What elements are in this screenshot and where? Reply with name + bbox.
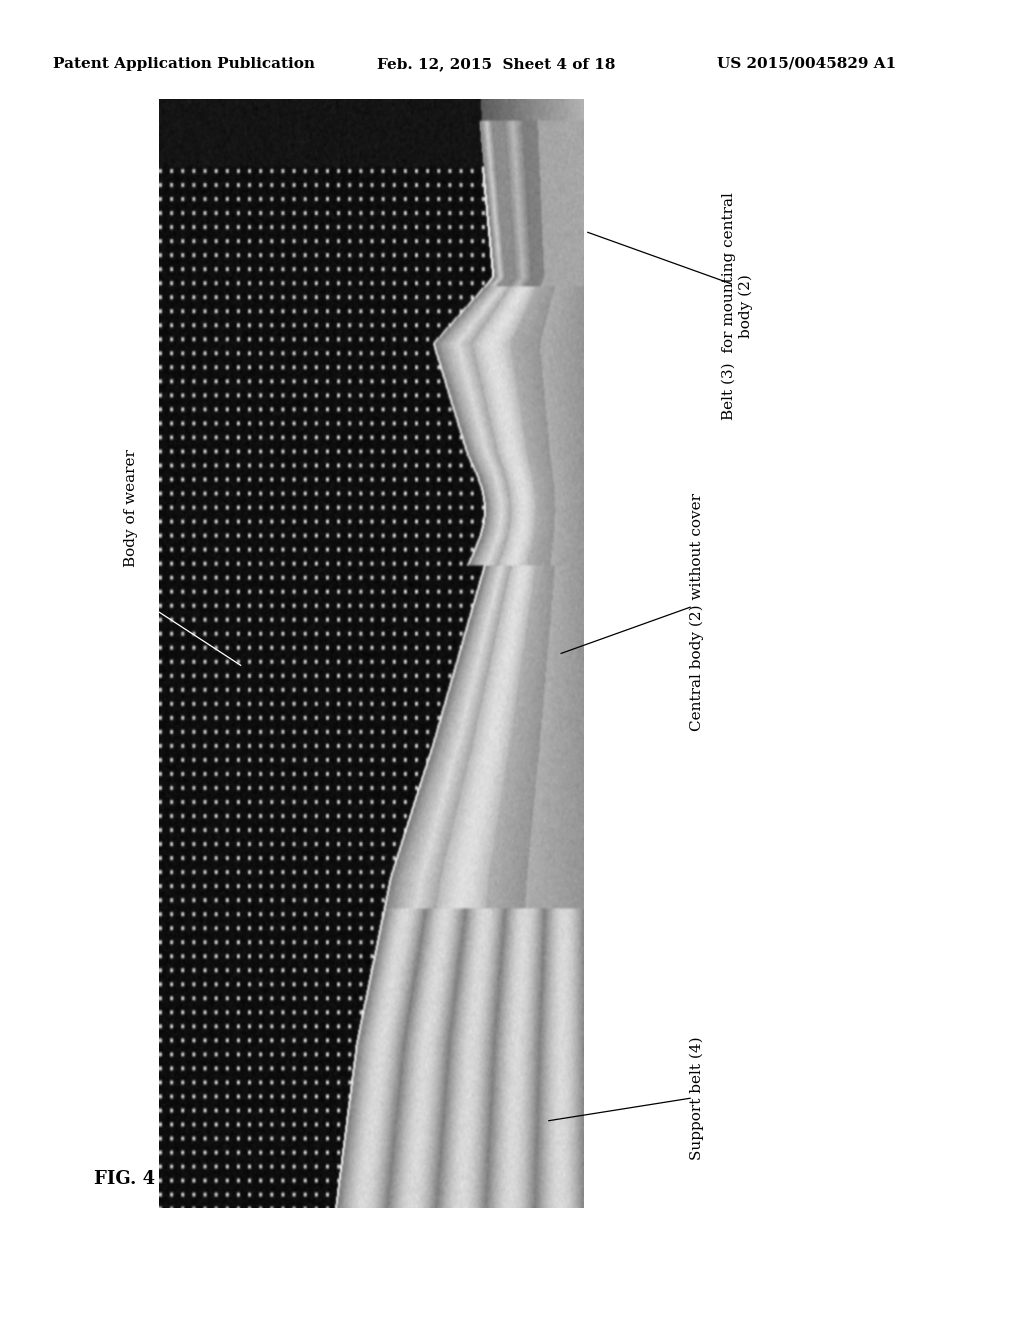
Text: Support belt (4): Support belt (4) bbox=[689, 1036, 703, 1160]
Text: FIG. 4: FIG. 4 bbox=[94, 1170, 156, 1188]
Text: Central body (2) without cover: Central body (2) without cover bbox=[689, 494, 703, 731]
Text: Belt (3)  for mounting central
body (2): Belt (3) for mounting central body (2) bbox=[722, 193, 753, 420]
Text: Feb. 12, 2015  Sheet 4 of 18: Feb. 12, 2015 Sheet 4 of 18 bbox=[377, 57, 615, 71]
Text: US 2015/0045829 A1: US 2015/0045829 A1 bbox=[717, 57, 896, 71]
Text: Body of wearer: Body of wearer bbox=[124, 449, 138, 568]
Text: Patent Application Publication: Patent Application Publication bbox=[53, 57, 315, 71]
